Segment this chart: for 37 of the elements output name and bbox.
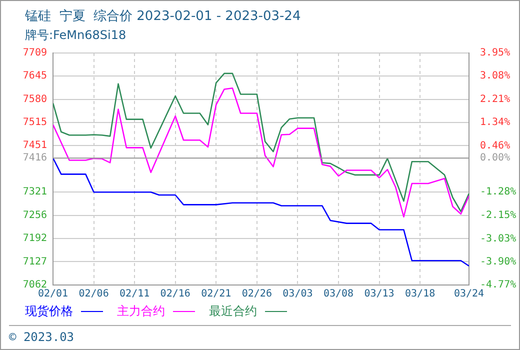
y-tick-label: 7416 [22, 152, 47, 164]
y2-tick-label: 0.00% [480, 152, 510, 164]
x-tick-label: 02/16 [160, 288, 190, 300]
x-tick-label: 03/24 [454, 288, 484, 300]
y2-tick-label: 3.95% [480, 48, 510, 59]
y2-tick-label: 0.46% [480, 140, 510, 152]
x-tick-label: 02/01 [38, 288, 68, 300]
text: © 2023.03 [9, 325, 511, 344]
y-tick-label: 7192 [22, 232, 47, 244]
x-tick-label: 03/18 [405, 288, 436, 300]
legend-label: 最近合约 [209, 304, 257, 318]
y2-tick-label: -1.28% [480, 186, 516, 198]
y2-tick-label: -3.90% [480, 256, 516, 268]
x-tick-label: 02/26 [242, 288, 272, 300]
y-tick-label: 7580 [22, 94, 47, 105]
y2-tick-label: 1.34% [480, 117, 510, 128]
y-tick-label: 7256 [22, 210, 47, 222]
chart-title: 锰硅 宁夏 综合价 2023-02-01 - 2023-03-24 [25, 8, 301, 25]
y-tick-label: 7127 [22, 256, 47, 268]
legend-label: 现货价格 [25, 304, 73, 318]
legend-label: 主力合约 [117, 304, 165, 318]
y-tick-label: 7645 [22, 70, 47, 82]
x-tick-label: 03/08 [323, 288, 354, 300]
y-tick-label: 7321 [22, 186, 47, 198]
y2-tick-label: -3.03% [480, 233, 516, 244]
chart-subtitle: 牌号:FeMn68Si18 [25, 27, 126, 44]
x-tick-label: 03/03 [282, 288, 313, 300]
x-tick-label: 02/06 [78, 288, 109, 300]
y-tick-label: 7709 [22, 48, 47, 59]
x-tick-label: 03/13 [364, 288, 394, 300]
y2-tick-label: 2.21% [480, 94, 510, 105]
x-tick-label: 02/11 [120, 288, 150, 300]
x-tick-label: 02/21 [201, 288, 232, 300]
y2-tick-label: 3.08% [480, 70, 510, 82]
y-tick-label: 7515 [22, 117, 47, 128]
y-tick-label: 7451 [22, 140, 47, 152]
y2-tick-label: -2.15% [480, 210, 516, 221]
